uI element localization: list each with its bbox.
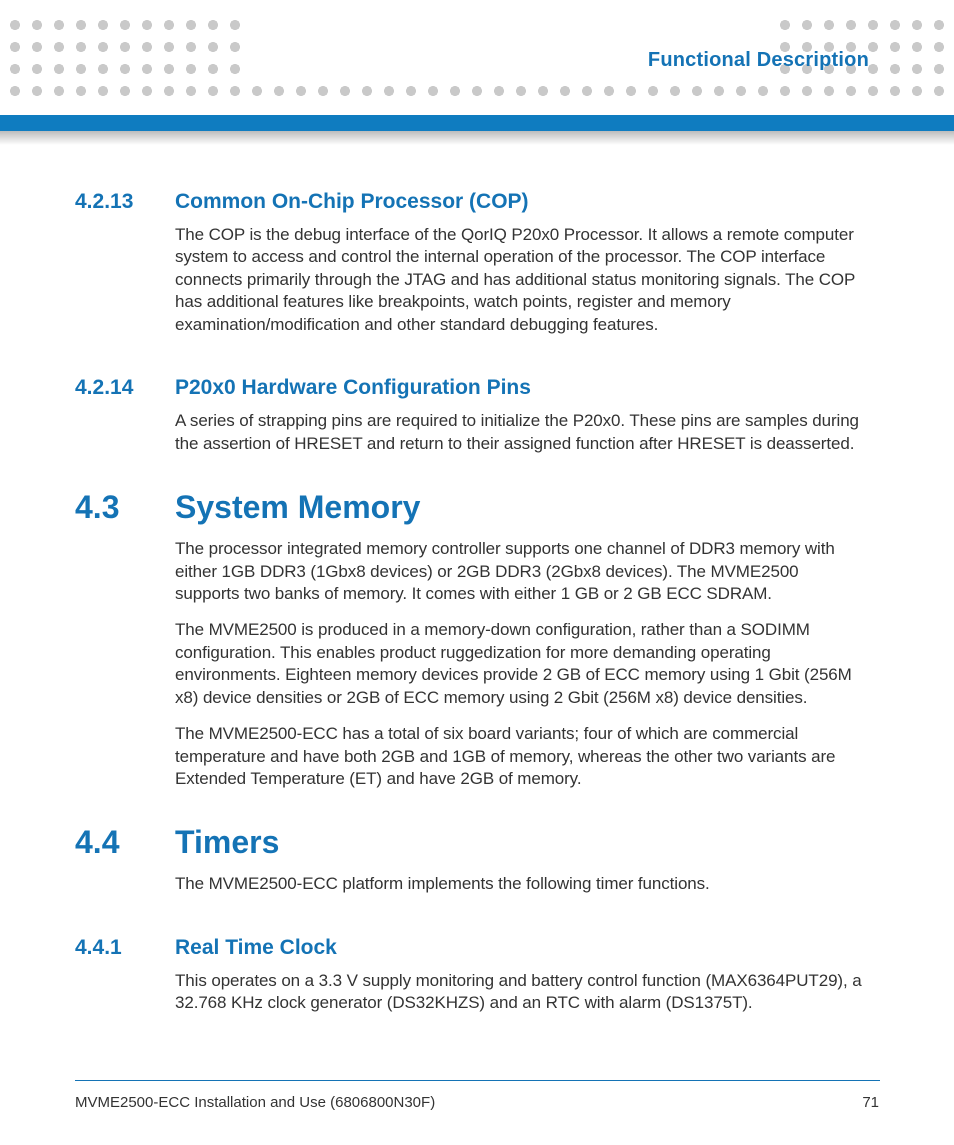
footer-rule — [75, 1080, 880, 1081]
section-title: P20x0 Hardware Configuration Pins — [175, 376, 531, 400]
section-title: Real Time Clock — [175, 936, 337, 960]
section-title: Common On-Chip Processor (COP) — [175, 190, 529, 214]
section-number: 4.2.13 — [75, 190, 175, 214]
section-heading: 4.4.1 Real Time Clock — [75, 936, 880, 960]
section-number: 4.4.1 — [75, 936, 175, 960]
body-paragraph: The MVME2500-ECC has a total of six boar… — [175, 723, 865, 790]
section-heading: 4.2.13 Common On-Chip Processor (COP) — [75, 190, 880, 214]
section-title: Timers — [175, 824, 279, 861]
body-paragraph: The processor integrated memory controll… — [175, 538, 865, 605]
chapter-title: Functional Description — [648, 49, 869, 72]
body-paragraph: A series of strapping pins are required … — [175, 410, 865, 455]
body-paragraph: The COP is the debug interface of the Qo… — [175, 224, 865, 336]
page-content: 4.2.13 Common On-Chip Processor (COP) Th… — [75, 180, 880, 1029]
section-number: 4.2.14 — [75, 376, 175, 400]
body-paragraph: This operates on a 3.3 V supply monitori… — [175, 970, 865, 1015]
header-grey-gradient — [0, 131, 954, 145]
section-number: 4.4 — [75, 824, 175, 861]
section-heading: 4.2.14 P20x0 Hardware Configuration Pins — [75, 376, 880, 400]
body-paragraph: The MVME2500-ECC platform implements the… — [175, 873, 865, 895]
section-number: 4.3 — [75, 489, 175, 526]
section-heading: 4.4 Timers — [75, 824, 880, 861]
section-title: System Memory — [175, 489, 420, 526]
body-paragraph: The MVME2500 is produced in a memory-dow… — [175, 619, 865, 709]
footer-page-number: 71 — [862, 1094, 879, 1111]
section-heading: 4.3 System Memory — [75, 489, 880, 526]
footer-doc-title: MVME2500-ECC Installation and Use (68068… — [75, 1094, 435, 1111]
header-blue-bar — [0, 115, 954, 131]
page-footer: MVME2500-ECC Installation and Use (68068… — [75, 1094, 879, 1111]
